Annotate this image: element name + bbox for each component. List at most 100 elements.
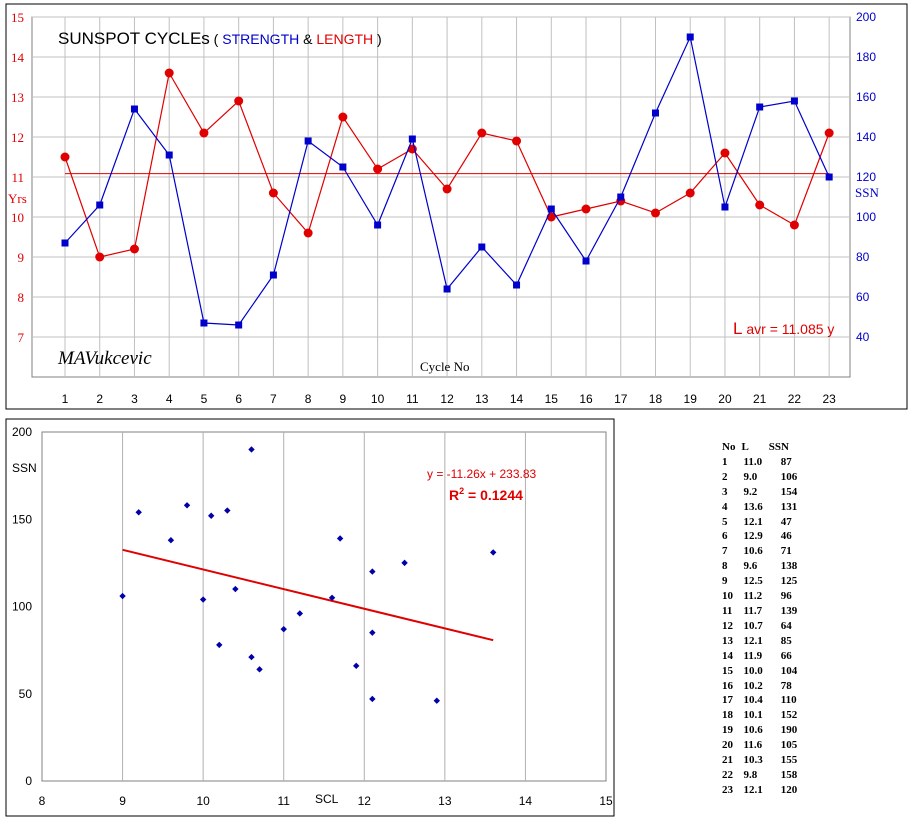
scatter-points [119,446,497,704]
top-chart-right-axis: 40 60 80 100 120 140 160 180 200 [856,10,876,344]
length-point [720,148,730,158]
x-tick-label: 15 [545,392,559,406]
length-point [234,96,244,106]
right-tick-label: 120 [856,170,876,184]
left-tick-label: 7 [18,330,25,345]
table-row: 18 10.1 152 [722,708,803,723]
x-tick-label: 3 [131,392,138,406]
cell-no: 3 [722,485,728,498]
table-row: 20 11.6 105 [722,738,803,753]
strength-point [130,105,138,113]
scatter-point [208,512,215,519]
cell-no: 10 [722,590,733,603]
r-squared-value: = 0.1244 [464,487,523,503]
scatter-x-axis-label: SCL [315,792,339,806]
x-tick-label: 10 [371,392,385,406]
length-point [755,200,765,210]
scatter-x-tick-label: 9 [119,794,126,808]
cell-length: 10.3 [743,754,763,767]
length-point [650,208,660,218]
x-tick-label: 4 [166,392,173,406]
average-length-label: L avr = 11.085 y [733,319,834,338]
cell-no: 19 [722,724,733,737]
strength-point [721,203,729,211]
right-tick-label: 100 [856,210,876,224]
strength-point [269,271,277,279]
table-row: 11 11.7 139 [722,604,803,619]
cell-no: 18 [722,709,733,722]
cell-ssn: 120 [780,783,798,796]
average-length-symbol: L [733,319,742,338]
x-tick-label: 2 [96,392,103,406]
cell-length: 12.5 [743,575,763,588]
scatter-point [135,509,142,516]
table-row: 1 11.0 87 [722,455,803,470]
cell-ssn: 78 [780,679,792,692]
length-point [268,188,278,198]
cell-no: 6 [722,530,728,543]
table-row: 19 10.6 190 [722,723,803,738]
cell-length: 12.1 [743,634,763,647]
header-ssn: SSN [768,441,789,453]
scatter-x-tick-label: 13 [438,794,452,808]
cell-no: 16 [722,679,733,692]
cell-no: 5 [722,515,728,528]
data-table: No L SSN 1 11.0 87 2 9.0 106 3 9.2 154 4 13.6 131 5 1… [722,440,803,798]
length-point [373,164,383,174]
x-tick-label: 17 [614,392,628,406]
length-point [789,220,799,230]
top-chart-plot-area [31,16,851,378]
x-tick-label: 7 [270,392,277,406]
length-point [685,188,695,198]
cell-length: 13.6 [743,500,763,513]
x-tick-label: 16 [579,392,593,406]
table-row: 21 10.3 155 [722,753,803,768]
top-chart-x-axis: 1 2 3 4 5 6 7 8 9 10 11 12 13 14 15 16 17 18 19 20 21 22 23 [62,392,836,406]
cell-no: 1 [722,455,728,468]
r-squared-letter: R [449,487,459,503]
cell-ssn: 158 [780,768,798,781]
cell-ssn: 131 [780,500,798,513]
cell-length: 10.1 [743,709,763,722]
scatter-x-tick-label: 8 [39,794,46,808]
cell-length: 10.4 [743,694,763,707]
scatter-grid [122,432,526,781]
scatter-y-tick-label: 100 [12,600,32,614]
average-length-value: avr = 11.085 y [742,321,834,337]
x-tick-label: 6 [235,392,242,406]
strength-point [478,243,486,251]
length-point [164,68,174,78]
length-point [477,128,487,138]
x-tick-label: 13 [475,392,489,406]
table-row: 16 10.2 78 [722,679,803,694]
table-row: 15 10.0 104 [722,664,803,679]
cell-no: 17 [722,694,733,707]
cell-length: 12.1 [743,783,763,796]
x-tick-label: 9 [340,392,347,406]
cell-no: 11 [722,604,733,617]
scatter-point [248,446,255,453]
cell-no: 22 [722,768,733,781]
strength-point [513,281,521,289]
title-open: ( [210,31,222,47]
scatter-x-tick-label: 12 [358,794,372,808]
right-tick-label: 140 [856,130,876,144]
left-tick-label: 11 [11,170,24,185]
cell-ssn: 125 [780,575,798,588]
left-axis-label: Yrs [8,191,27,206]
scatter-point [369,695,376,703]
r-squared: R2 = 0.1244 [449,486,523,503]
strength-point [165,151,173,159]
cell-length: 12.9 [743,530,763,543]
strength-point [96,201,104,209]
cell-no: 15 [722,664,733,677]
cell-ssn: 47 [780,515,792,528]
x-tick-label: 21 [753,392,767,406]
table-row: 7 10.6 71 [722,544,803,559]
cell-ssn: 71 [780,545,792,558]
scatter-point [296,610,304,617]
author-signature: MAVukcevic [57,348,152,369]
cell-length: 10.2 [743,679,763,692]
right-tick-label: 200 [856,10,876,24]
